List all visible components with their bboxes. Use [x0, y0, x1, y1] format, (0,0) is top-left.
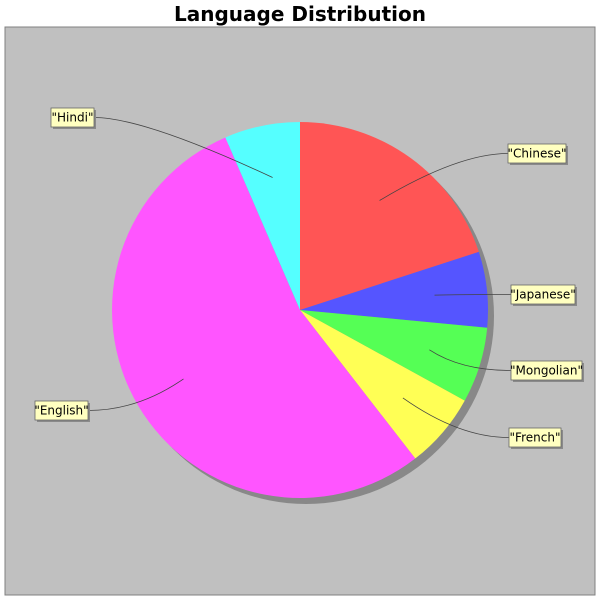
leader-line [87, 378, 184, 411]
pie-slice-french [300, 310, 465, 459]
pie-slice-english [112, 137, 416, 498]
slice-label: "Hindi" [50, 107, 96, 129]
leader-line [429, 349, 512, 371]
pie-slice-chinese [300, 122, 479, 310]
leader-line [434, 294, 512, 296]
slice-label-text: "Japanese" [510, 288, 576, 302]
pie-slice-japanese [300, 251, 489, 328]
slice-label-text: "Mongolian" [510, 364, 583, 378]
leader-line [402, 397, 510, 438]
slice-label-text: "English" [34, 404, 88, 418]
slice-label-text: "Chinese" [508, 147, 567, 161]
leader-line [93, 117, 273, 178]
slice-label-text: "Hindi" [52, 111, 94, 125]
slice-label: "Mongolian" [510, 360, 584, 382]
leader-line [379, 153, 509, 201]
slice-label: "French" [508, 427, 563, 449]
slice-label: "Japanese" [510, 284, 577, 306]
slice-label-text: "French" [510, 431, 561, 445]
pie-slice-hindi [225, 122, 300, 310]
slice-label: "Chinese" [508, 143, 568, 165]
pie-slice-mongolian [300, 310, 488, 401]
chart-title: Language Distribution [174, 2, 426, 26]
slice-label: "English" [34, 400, 90, 422]
